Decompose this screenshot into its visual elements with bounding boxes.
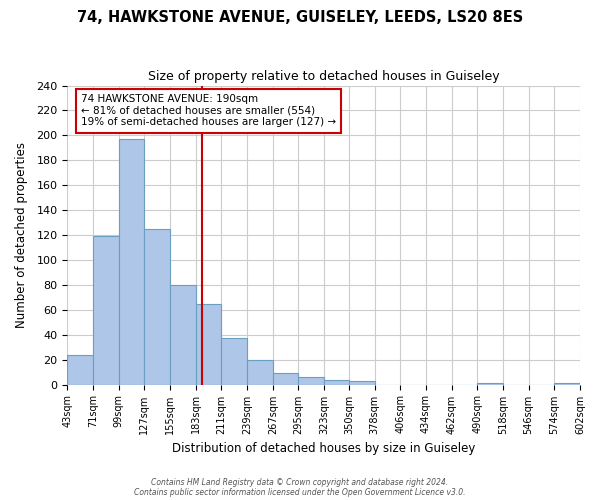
Bar [67,354,93,384]
Bar [298,377,324,384]
Title: Size of property relative to detached houses in Guiseley: Size of property relative to detached ho… [148,70,499,83]
Bar [145,229,170,384]
Bar [247,360,273,384]
Text: 74 HAWKSTONE AVENUE: 190sqm
← 81% of detached houses are smaller (554)
19% of se: 74 HAWKSTONE AVENUE: 190sqm ← 81% of det… [81,94,336,128]
Bar [273,374,298,384]
Bar [221,338,247,384]
Y-axis label: Number of detached properties: Number of detached properties [15,142,28,328]
X-axis label: Distribution of detached houses by size in Guiseley: Distribution of detached houses by size … [172,442,475,455]
Text: 74, HAWKSTONE AVENUE, GUISELEY, LEEDS, LS20 8ES: 74, HAWKSTONE AVENUE, GUISELEY, LEEDS, L… [77,10,523,25]
Bar [119,139,145,384]
Bar [349,381,374,384]
Bar [93,236,119,384]
Bar [170,285,196,384]
Bar [324,380,349,384]
Bar [196,304,221,384]
Text: Contains HM Land Registry data © Crown copyright and database right 2024.
Contai: Contains HM Land Registry data © Crown c… [134,478,466,497]
